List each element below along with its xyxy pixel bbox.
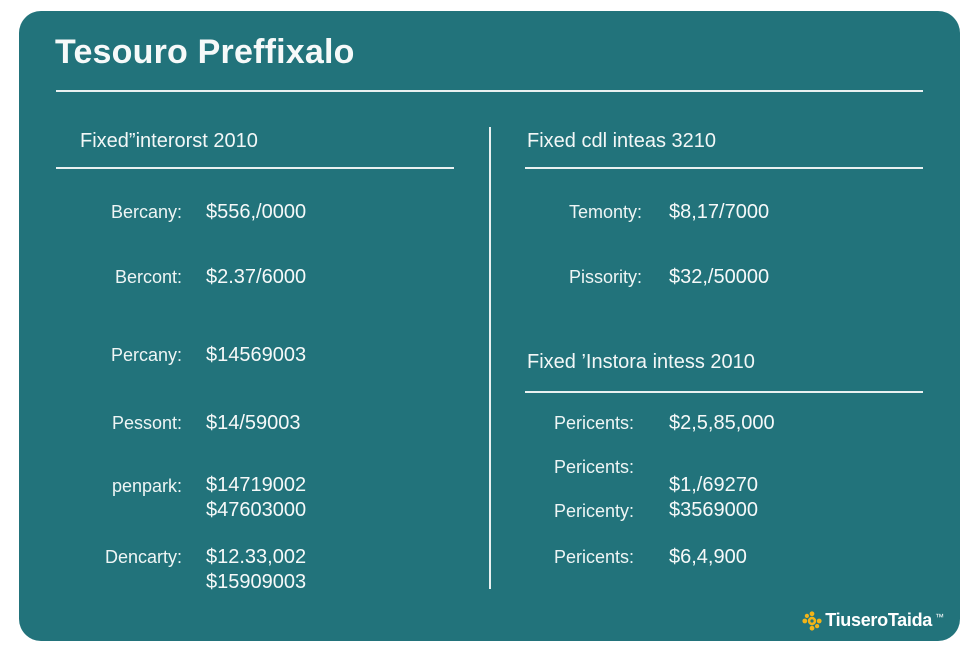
left-section-heading: Fixed”interorst 2010 — [80, 130, 258, 152]
title-divider — [56, 90, 923, 92]
left-row-value: $15909003 — [206, 571, 307, 593]
summary-card: Tesouro Preffixalo Fixed”interorst 2010 … — [19, 11, 960, 641]
left-row-value: $47603000 — [206, 499, 307, 521]
right-bottom-row-label: Pericenty: — [553, 501, 634, 521]
brand-name: TiuseroTaida — [825, 610, 932, 630]
left-row-label: Pessont: — [111, 413, 182, 433]
left-row-value: $2.37/6000 — [206, 266, 307, 288]
right-top-row-value: $32,/50000 — [669, 266, 770, 288]
right-bottom-row-value: $2,5,85,000 — [669, 412, 775, 434]
right-bottom-row-value: $3569000 — [669, 499, 758, 521]
left-row-value: $14569003 — [206, 344, 307, 366]
brand-trademark: ™ — [935, 612, 944, 622]
left-row-label: penpark: — [111, 476, 182, 496]
left-row-value: $14/59003 — [206, 412, 301, 434]
column-divider — [489, 127, 491, 589]
left-row-label: Dencarty: — [104, 547, 182, 567]
left-row-label: Bercany: — [110, 202, 182, 222]
right-bottom-section-heading: Fixed ’Instora intess 2010 — [527, 351, 755, 373]
right-bottom-row-value: $1,/69270 — [669, 474, 758, 496]
left-row-label: Bercont: — [114, 267, 182, 287]
brand-logo: TiuseroTaida ™ — [802, 610, 944, 631]
right-top-row-label: Temonty: — [568, 202, 642, 222]
right-bottom-row-label: Pericents: — [553, 413, 634, 433]
right-top-row-value: $8,17/7000 — [669, 201, 770, 223]
right-bottom-heading-divider — [525, 391, 923, 393]
right-bottom-row-value: $6,4,900 — [669, 546, 747, 568]
right-top-heading-divider — [525, 167, 923, 169]
right-top-row-label: Pissority: — [568, 267, 642, 287]
left-row-value: $14719002 — [206, 474, 307, 496]
left-row-value: $556,/0000 — [206, 201, 307, 223]
right-top-section-heading: Fixed cdl inteas 3210 — [527, 130, 717, 152]
left-row-label: Percany: — [110, 345, 182, 365]
gear-dots-icon — [802, 610, 822, 631]
right-bottom-row-label: Pericents: — [553, 547, 634, 567]
left-heading-divider — [56, 167, 454, 169]
right-bottom-row-label: Pericents: — [553, 457, 634, 477]
left-row-value: $12.33,002 — [206, 546, 307, 568]
page-title: Tesouro Preffixalo — [55, 33, 355, 71]
